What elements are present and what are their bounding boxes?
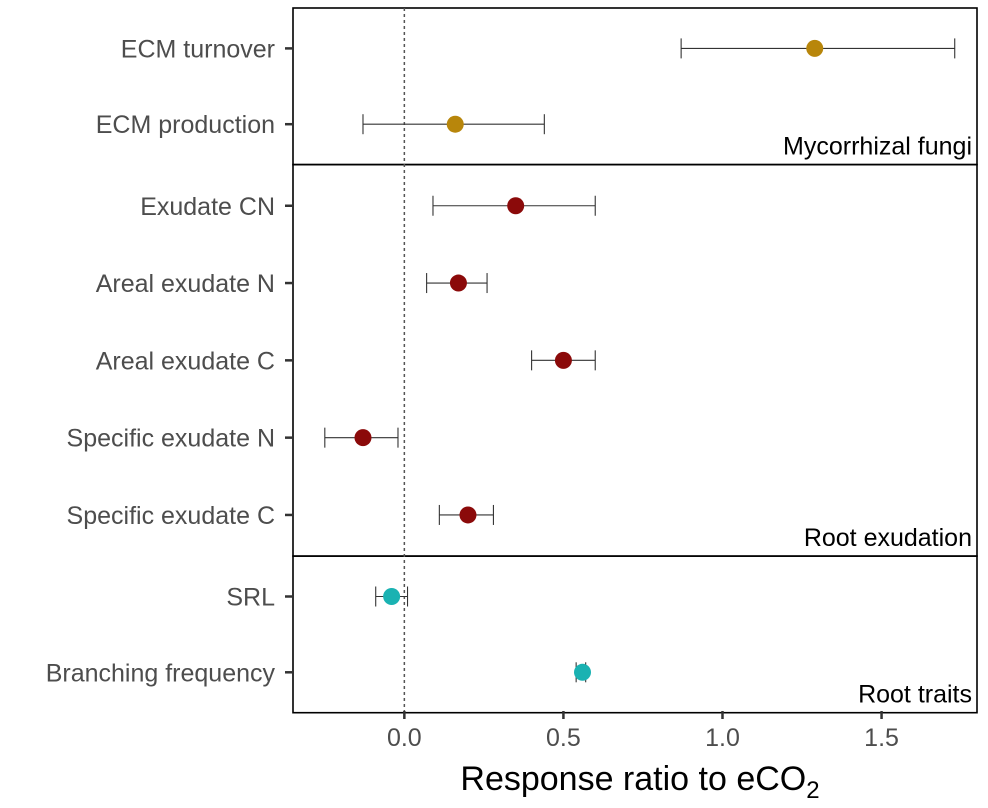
panel-border	[292, 555, 978, 714]
data-point	[507, 197, 525, 215]
x-tick-label: 0.5	[546, 724, 581, 752]
y-tick-label: Exudate CN	[140, 193, 275, 221]
panel-border	[292, 163, 978, 557]
y-tick-label: ECM turnover	[121, 35, 275, 63]
x-tick-label: 1.0	[705, 724, 740, 752]
facet-label: Mycorrhizal fungi	[783, 133, 972, 161]
x-axis-title-subscript: 2	[806, 777, 819, 804]
data-point	[354, 429, 372, 447]
data-point	[574, 663, 592, 681]
x-tick-label: 0.0	[387, 724, 422, 752]
data-point	[446, 115, 464, 133]
x-axis: 0.0 0.5 1.0 1.5	[387, 711, 899, 752]
y-tick-label: Areal exudate N	[96, 270, 275, 298]
data-point	[806, 39, 824, 57]
y-tick-label: Specific exudate C	[67, 502, 275, 530]
data-point	[459, 506, 477, 524]
y-tick-label: Branching frequency	[46, 659, 276, 687]
panels: Mycorrhizal fungi ECM turnover ECM product…	[46, 7, 978, 714]
x-axis-title-text: Response ratio to eCO	[460, 760, 806, 798]
facet-label: Root exudation	[804, 524, 972, 552]
y-tick-label: SRL	[226, 584, 275, 612]
data-point	[449, 274, 467, 292]
chart-marks	[324, 38, 956, 683]
data-point	[383, 588, 401, 605]
y-tick-label: Specific exudate N	[67, 425, 275, 453]
x-axis-title: Response ratio to eCO2	[460, 760, 819, 804]
data-point	[554, 351, 572, 369]
x-tick-label: 1.5	[864, 724, 899, 752]
facet-label: Root traits	[858, 681, 972, 709]
y-tick-label: Areal exudate C	[96, 347, 275, 375]
y-tick-label: ECM production	[96, 111, 275, 139]
